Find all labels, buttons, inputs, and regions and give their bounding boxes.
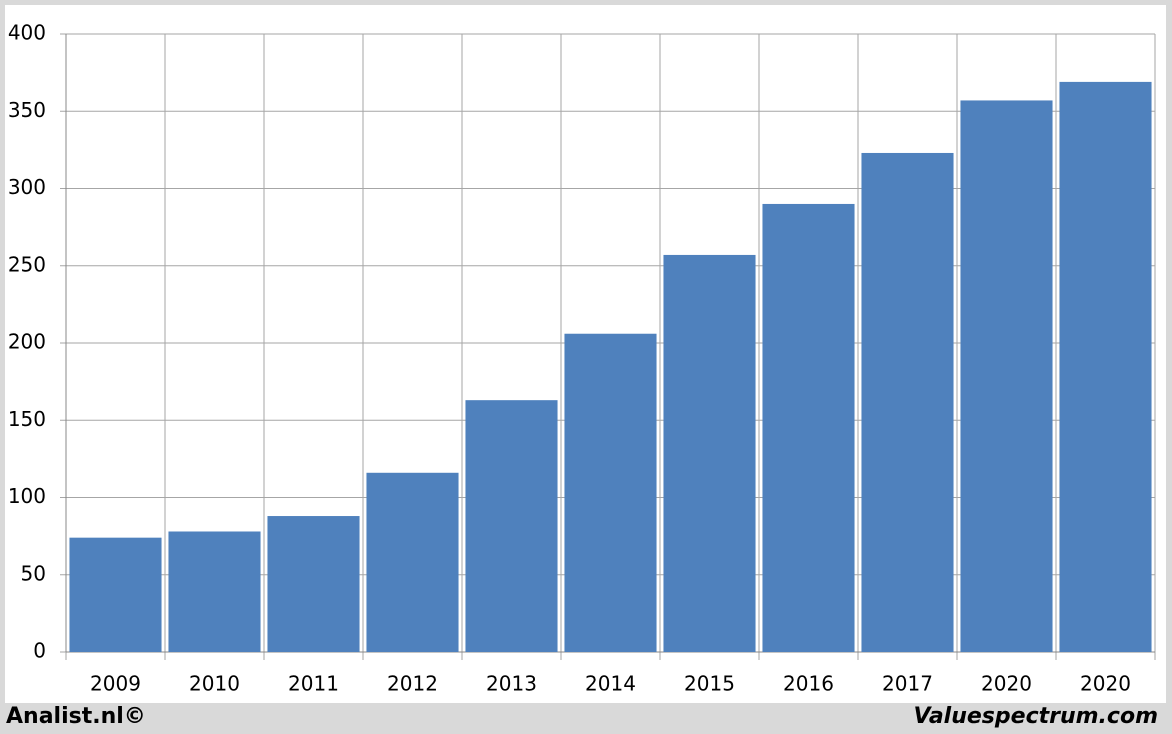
- bar: [861, 152, 954, 652]
- y-tick-label: 0: [33, 639, 46, 663]
- bar: [762, 203, 855, 652]
- y-tick-label: 300: [8, 175, 46, 199]
- x-tick-label: 2020: [981, 672, 1032, 696]
- bar: [663, 254, 756, 652]
- bar: [168, 531, 261, 652]
- y-tick-label: 100: [8, 484, 46, 508]
- x-tick-label: 2011: [288, 672, 339, 696]
- bar: [960, 100, 1053, 652]
- x-tick-label: 2012: [387, 672, 438, 696]
- x-tick-label: 2017: [882, 672, 933, 696]
- y-tick-label: 350: [8, 98, 46, 122]
- y-tick-label: 250: [8, 252, 46, 276]
- bar: [267, 516, 360, 652]
- x-tick-label: 2010: [189, 672, 240, 696]
- bar: [366, 472, 459, 652]
- footer-right: Valuespectrum.com: [914, 704, 1158, 729]
- x-tick-label: 2009: [90, 672, 141, 696]
- x-tick-label: 2015: [684, 672, 735, 696]
- bar: [564, 333, 657, 652]
- bar: [1059, 81, 1152, 652]
- bar: [465, 400, 558, 652]
- x-tick-label: 2020: [1080, 672, 1131, 696]
- y-tick-label: 50: [21, 561, 46, 585]
- footer-left: Analist.nl©: [6, 704, 146, 729]
- y-tick-label: 150: [8, 407, 46, 431]
- y-tick-label: 400: [8, 21, 46, 45]
- x-tick-label: 2016: [783, 672, 834, 696]
- bar: [69, 537, 162, 652]
- y-tick-label: 200: [8, 330, 46, 354]
- x-tick-label: 2014: [585, 672, 636, 696]
- x-tick-label: 2013: [486, 672, 537, 696]
